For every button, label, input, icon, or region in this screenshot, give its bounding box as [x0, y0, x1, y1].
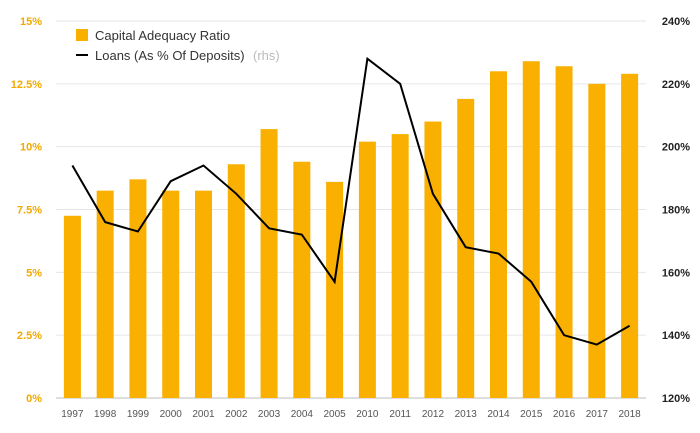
- x-tick-label: 2014: [487, 409, 510, 420]
- x-tick-label: 2005: [323, 409, 346, 420]
- loans-line: [71, 56, 631, 346]
- left-tick-label: 0%: [26, 393, 42, 405]
- left-tick-label: 7.5%: [17, 205, 42, 217]
- left-axis: 0% 2.5% 5% 7.5% 10% 12.5% 15%: [11, 16, 42, 405]
- bar-2014: [490, 71, 507, 399]
- legend-label-line-suffix: (rhs): [253, 48, 280, 63]
- bar-2003: [260, 129, 278, 398]
- x-tick-label: 2013: [455, 409, 478, 420]
- bar-2010: [358, 141, 376, 398]
- x-tick-label: 2015: [520, 409, 543, 420]
- right-tick-label: 240%: [662, 16, 690, 28]
- x-tick-label: 2010: [356, 409, 379, 420]
- left-tick-label: 5%: [26, 267, 42, 279]
- right-tick-label: 200%: [662, 142, 690, 154]
- right-tick-label: 220%: [662, 79, 690, 91]
- bar-2015: [522, 61, 540, 399]
- x-tick-label: 2018: [618, 409, 641, 420]
- right-tick-label: 180%: [662, 205, 690, 217]
- x-tick-label: 2012: [422, 409, 445, 420]
- x-tick-label: 2016: [553, 409, 576, 420]
- bar-2018: [621, 73, 639, 398]
- x-axis: 1997 1998 1999 2000 2001 2002 2003 2004 2005 2010…: [61, 409, 641, 420]
- legend-swatch-bar: [76, 29, 88, 41]
- right-tick-label: 120%: [662, 393, 690, 405]
- x-tick-label: 2017: [586, 409, 609, 420]
- x-tick-label: 2001: [192, 409, 215, 420]
- right-axis: 120% 140% 160% 180% 200% 220% 240%: [662, 16, 690, 405]
- bar-series: [63, 61, 639, 399]
- bar-1999: [129, 179, 147, 398]
- x-tick-label: 1997: [61, 409, 84, 420]
- bar-1998: [96, 190, 114, 398]
- bar-1997: [63, 215, 81, 398]
- legend-label-line: Loans (As % Of Deposits) (rhs): [95, 47, 280, 64]
- bar-2005: [326, 181, 344, 398]
- right-tick-label: 160%: [662, 267, 690, 279]
- bar-2004: [293, 161, 311, 398]
- bar-2000: [162, 190, 180, 398]
- bar-2002: [227, 164, 245, 398]
- left-tick-label: 15%: [20, 16, 42, 28]
- bar-2017: [588, 83, 606, 398]
- line-series: [71, 56, 631, 346]
- x-tick-label: 2000: [160, 409, 183, 420]
- right-tick-label: 140%: [662, 330, 690, 342]
- left-tick-label: 10%: [20, 142, 42, 154]
- bar-2011: [391, 134, 409, 398]
- bar-2016: [555, 66, 573, 399]
- x-tick-label: 2011: [389, 409, 411, 420]
- x-tick-label: 1998: [94, 409, 117, 420]
- x-tick-label: 1999: [127, 409, 150, 420]
- left-tick-label: 2.5%: [17, 330, 42, 342]
- gridlines: [56, 20, 646, 399]
- x-tick-label: 2003: [258, 409, 281, 420]
- x-tick-label: 2002: [225, 409, 248, 420]
- legend-label-bar: Capital Adequacy Ratio: [95, 28, 230, 43]
- legend-label-line-name: Loans (As % Of Deposits): [95, 48, 245, 63]
- x-tick-label: 2004: [291, 409, 314, 420]
- bar-2012: [424, 121, 442, 399]
- legend: Capital Adequacy Ratio Loans (As % Of De…: [76, 28, 280, 64]
- left-tick-label: 12.5%: [11, 79, 42, 91]
- bar-2001: [195, 190, 212, 398]
- bar-2013: [457, 98, 475, 398]
